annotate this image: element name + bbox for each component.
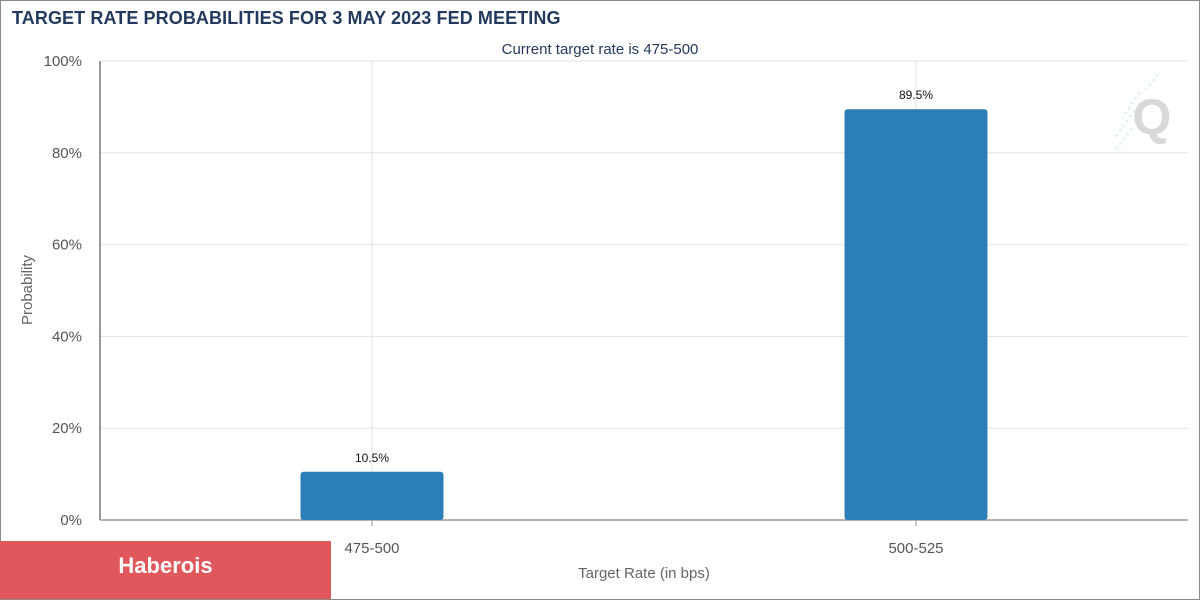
watermark-letter: Q xyxy=(1133,89,1172,145)
y-tick-label: 100% xyxy=(44,53,82,70)
x-tick-label: 500-525 xyxy=(888,540,943,557)
data-label: 10.5% xyxy=(355,451,389,465)
gridlines xyxy=(100,60,1188,520)
axes: 0% 20% 40% 60% 80% 100% 475-500 500-525 xyxy=(44,53,1188,557)
y-tick-label: 80% xyxy=(52,145,82,162)
chart-title: TARGET RATE PROBABILITIES FOR 3 MAY 2023… xyxy=(12,8,561,28)
data-label: 89.5% xyxy=(899,88,933,102)
x-tick-label: 475-500 xyxy=(344,540,399,557)
x-axis-label: Target Rate (in bps) xyxy=(578,565,710,582)
bar xyxy=(300,471,444,520)
y-tick-label: 60% xyxy=(52,237,82,254)
y-tick-label: 40% xyxy=(52,328,82,345)
brand-banner: Haberois xyxy=(0,541,331,599)
y-axis-label: Probability xyxy=(19,254,36,325)
bars: 10.5% 89.5% xyxy=(300,88,988,520)
chart-subtitle: Current target rate is 475-500 xyxy=(502,41,699,58)
bar xyxy=(844,109,988,520)
watermark-logo: Q xyxy=(1113,73,1172,153)
y-tick-label: 0% xyxy=(60,512,82,529)
y-tick-label: 20% xyxy=(52,420,82,437)
brand-name: Haberois xyxy=(118,553,213,578)
